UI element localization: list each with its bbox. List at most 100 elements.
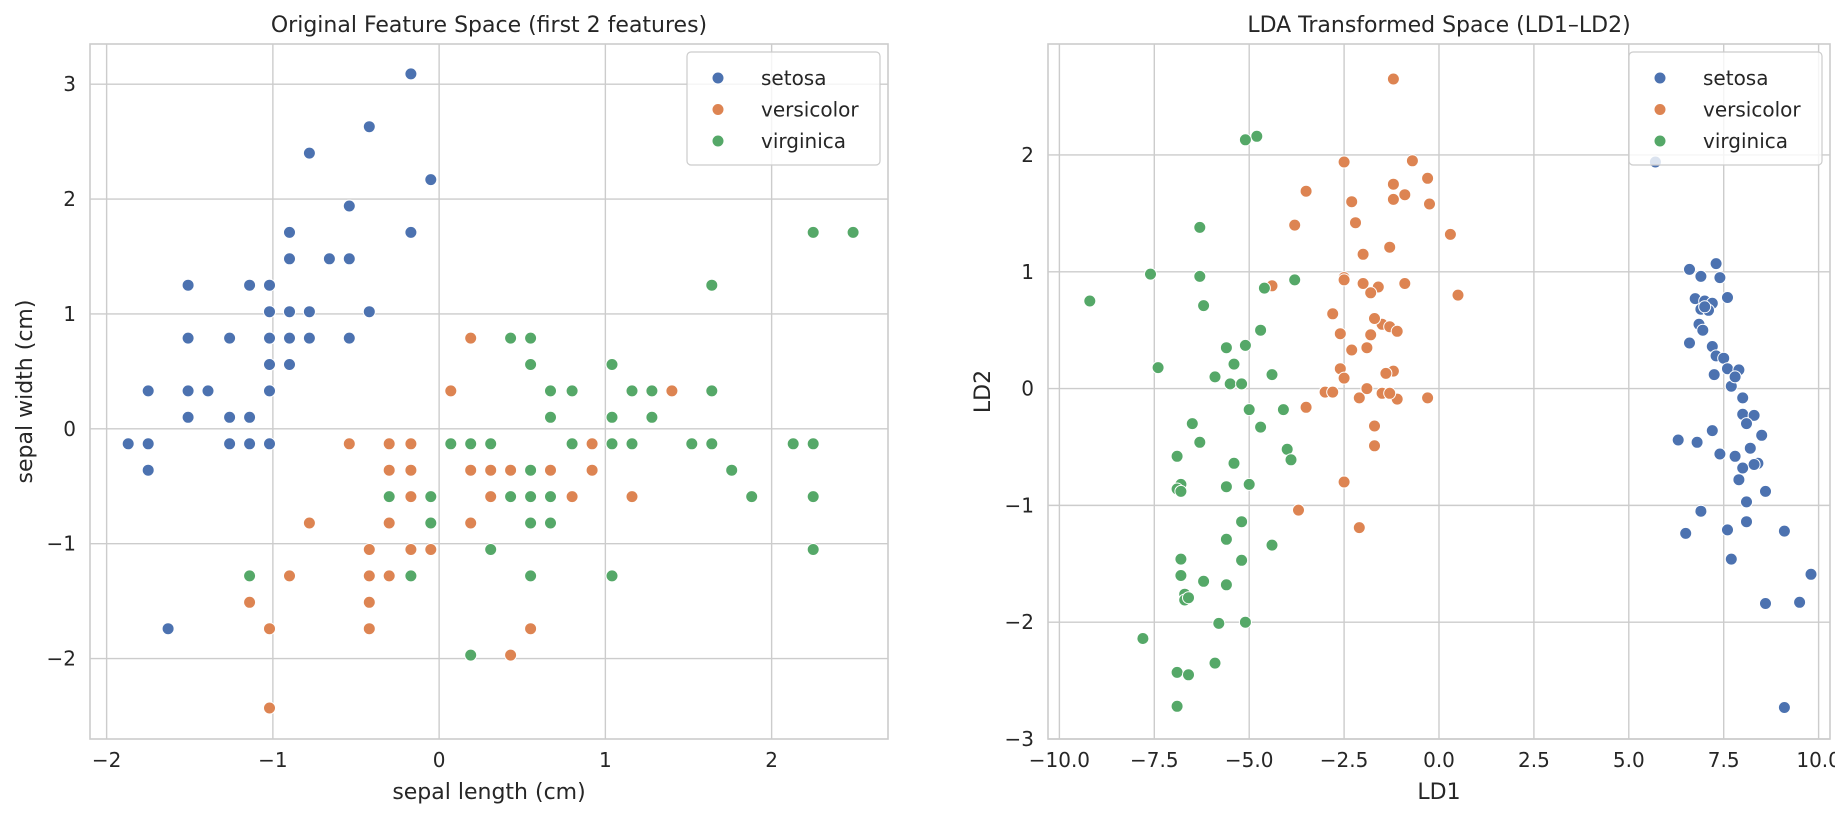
data-point-setosa	[342, 199, 356, 213]
data-point-virginica	[705, 384, 719, 398]
data-point-setosa	[1696, 323, 1710, 337]
data-point-versicolor	[404, 463, 418, 477]
data-point-virginica	[424, 516, 438, 530]
x-tick-label: 5.0	[1613, 748, 1645, 772]
data-point-virginica	[565, 437, 579, 451]
data-point-virginica	[786, 437, 800, 451]
y-tick-label: 2	[63, 187, 76, 211]
data-point-virginica	[625, 437, 639, 451]
chart-title: Original Feature Space (first 2 features…	[271, 13, 707, 38]
data-point-virginica	[544, 516, 557, 530]
legend-marker-setosa	[711, 71, 725, 85]
data-point-setosa	[223, 437, 237, 451]
data-point-setosa	[1804, 567, 1818, 581]
data-point-versicolor	[1451, 288, 1465, 302]
data-point-setosa	[141, 463, 155, 477]
data-point-versicolor	[1364, 328, 1378, 342]
data-point-versicolor	[464, 463, 478, 477]
y-tick-label: 3	[63, 72, 76, 96]
data-point-setosa	[1740, 515, 1753, 529]
data-point-setosa	[1793, 595, 1807, 609]
data-point-virginica	[1182, 668, 1195, 682]
y-tick-label: −2	[47, 647, 76, 671]
data-point-virginica	[484, 437, 498, 451]
data-point-versicolor	[1299, 400, 1313, 414]
data-point-setosa	[283, 305, 296, 319]
data-point-virginica	[524, 490, 538, 504]
data-point-virginica	[806, 225, 820, 239]
data-point-setosa	[1759, 484, 1772, 498]
data-point-versicolor	[1383, 386, 1397, 400]
data-point-virginica	[1185, 417, 1199, 431]
data-point-versicolor	[342, 437, 356, 451]
data-point-versicolor	[362, 622, 376, 636]
data-point-setosa	[1732, 473, 1746, 487]
data-point-virginica	[1238, 615, 1252, 629]
data-point-virginica	[464, 648, 478, 662]
data-point-virginica	[846, 225, 860, 239]
data-point-versicolor	[1368, 439, 1381, 453]
data-point-versicolor	[1386, 192, 1400, 206]
legend-label-versicolor: versicolor	[761, 98, 859, 122]
x-tick-label: 0.0	[1423, 748, 1455, 772]
x-axis-label: sepal length (cm)	[392, 780, 585, 805]
legend-marker-versicolor	[1653, 103, 1667, 116]
legend-label-virginica: virginica	[1703, 129, 1788, 153]
data-point-versicolor	[544, 463, 557, 477]
data-point-setosa	[404, 67, 418, 81]
x-tick-labels: −2 −1 0 1 2	[92, 748, 778, 772]
data-point-setosa	[1698, 300, 1712, 314]
x-tick-label: 10.0	[1796, 748, 1835, 772]
data-point-virginica	[544, 490, 557, 504]
data-point-versicolor	[1356, 247, 1370, 261]
series-virginica	[1083, 129, 1302, 713]
data-point-virginica	[685, 437, 699, 451]
data-point-setosa	[1707, 368, 1721, 382]
data-point-versicolor	[404, 543, 418, 556]
data-point-setosa	[223, 410, 237, 424]
y-tick-label: 1	[63, 302, 76, 326]
data-point-setosa	[223, 331, 237, 345]
data-point-versicolor	[362, 595, 376, 609]
data-points	[121, 67, 860, 715]
data-point-virginica	[645, 384, 659, 398]
data-point-virginica	[424, 490, 438, 504]
series-virginica	[243, 225, 860, 662]
data-point-virginica	[705, 278, 719, 292]
data-point-versicolor	[1423, 197, 1436, 211]
data-point-virginica	[1144, 267, 1157, 281]
data-point-virginica	[1136, 632, 1150, 645]
data-point-versicolor	[382, 437, 396, 451]
data-point-virginica	[544, 410, 557, 424]
data-point-virginica	[645, 410, 659, 424]
data-point-virginica	[1288, 273, 1302, 287]
data-point-versicolor	[424, 543, 438, 556]
data-point-versicolor	[524, 622, 538, 636]
data-point-setosa	[1728, 449, 1742, 463]
data-point-virginica	[605, 569, 619, 583]
data-point-virginica	[464, 437, 478, 451]
data-point-versicolor	[1386, 72, 1400, 86]
data-point-virginica	[1151, 361, 1165, 375]
data-point-virginica	[524, 463, 538, 477]
data-point-setosa	[243, 278, 257, 292]
series-versicolor	[1265, 72, 1465, 535]
data-point-setosa	[404, 225, 418, 239]
data-point-setosa	[1671, 433, 1685, 447]
legend-marker-versicolor	[711, 103, 725, 116]
data-point-versicolor	[382, 463, 396, 477]
data-point-virginica	[1208, 370, 1222, 384]
data-point-versicolor	[464, 516, 478, 530]
data-point-setosa	[1777, 524, 1791, 538]
data-point-virginica	[745, 490, 759, 504]
data-point-setosa	[121, 437, 135, 451]
data-point-versicolor	[1398, 188, 1412, 202]
y-axis-label: sepal width (cm)	[13, 300, 38, 484]
x-tick-label: −1	[258, 748, 287, 772]
data-point-virginica	[444, 437, 458, 451]
data-point-virginica	[1223, 377, 1237, 391]
data-point-versicolor	[362, 543, 376, 556]
data-point-versicolor	[565, 490, 579, 504]
data-point-setosa	[1747, 458, 1761, 471]
legend-marker-virginica	[711, 134, 725, 148]
